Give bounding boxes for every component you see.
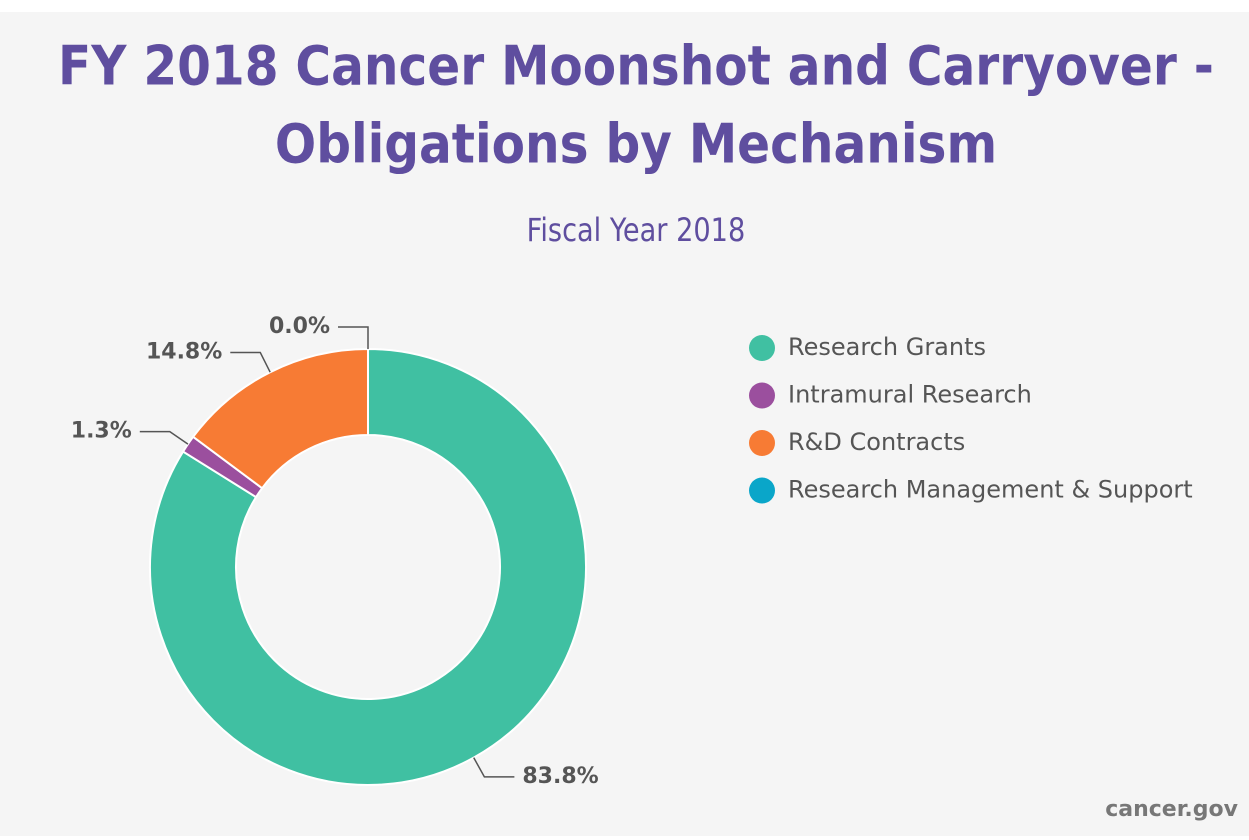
data-label: 83.8% [522, 764, 598, 789]
legend-label: Research Management & Support [788, 476, 1193, 504]
legend-label: Research Grants [788, 333, 986, 361]
chart-subtitle: Fiscal Year 2018 [527, 212, 746, 250]
legend-swatch [749, 477, 775, 504]
data-label: 0.0% [269, 314, 330, 339]
source: cancer.gov [1105, 797, 1238, 822]
data-label: 1.3% [71, 419, 132, 444]
chart-title: FY 2018 Cancer Moonshot and Carryover - [58, 35, 1214, 98]
legend-swatch [749, 335, 775, 361]
leader-line [139, 430, 189, 445]
legend-label: Intramural Research [788, 381, 1032, 409]
data-label: 14.8% [146, 340, 222, 365]
legend-swatch [749, 430, 775, 456]
leader-line [473, 757, 515, 778]
leader-line [230, 351, 271, 373]
legend-swatch [749, 382, 775, 409]
chart-title: Obligations by Mechanism [275, 113, 997, 176]
donut-slice [149, 347, 587, 786]
leader-line [338, 326, 369, 349]
legend-label: R&D Contracts [788, 428, 965, 456]
